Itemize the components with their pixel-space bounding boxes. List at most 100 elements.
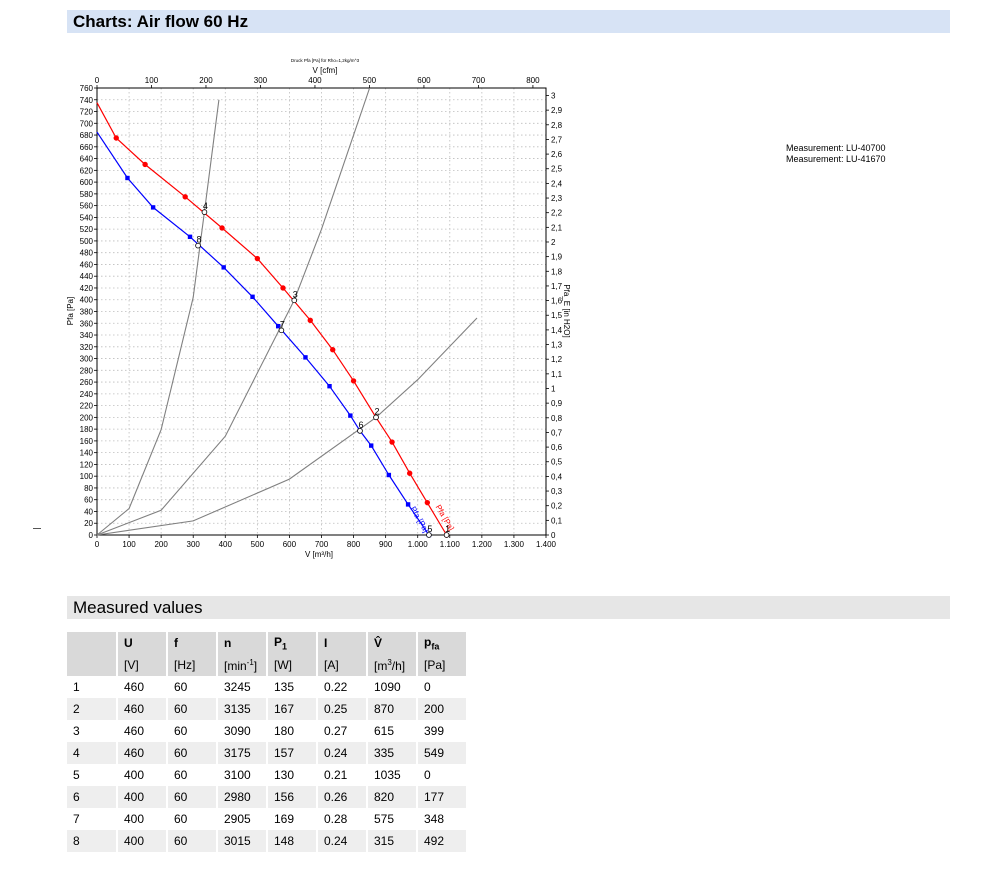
table-cell: 0.28: [317, 808, 368, 830]
series-line-3: [96, 87, 371, 536]
x-tick-label: 800: [347, 540, 361, 549]
y-axis-label: Pfa [Pa]: [66, 297, 75, 325]
table-cell: 2905: [217, 808, 268, 830]
table-cell: 400: [117, 830, 168, 852]
operating-point: [278, 327, 285, 334]
chart-title: Druck Pfa [Pa] für Rho=1,2kg/m^3: [291, 58, 360, 63]
y2-tick-label: 0: [551, 531, 556, 540]
x2-tick-label: 800: [526, 76, 540, 85]
table-cell: 8: [67, 830, 118, 852]
y-tick-label: 60: [84, 496, 93, 505]
table-cell: 1090: [367, 676, 418, 698]
y2-tick-label: 0,1: [551, 516, 563, 525]
y2-tick-label: 0,4: [551, 472, 563, 481]
table-cell: 400: [117, 786, 168, 808]
y-tick-label: 0: [89, 531, 94, 540]
y2-tick-label: 2,4: [551, 179, 563, 188]
y-tick-label: 140: [80, 449, 94, 458]
x-tick-label: 1.400: [536, 540, 557, 549]
series-marker: [405, 502, 411, 507]
table-cell: 575: [367, 808, 418, 830]
table-cell: 0.24: [317, 742, 368, 764]
table-cell: 615: [367, 720, 418, 742]
table-cell: 4: [67, 742, 118, 764]
operating-point-label: 1: [445, 524, 450, 534]
x-tick-label: 900: [379, 540, 393, 549]
y2-tick-label: 1: [551, 384, 556, 393]
y-tick-label: 120: [80, 460, 94, 469]
series-marker: [303, 355, 308, 360]
series-line-4: [96, 317, 478, 536]
y2-tick-label: 1,6: [551, 297, 563, 306]
series-marker: [350, 378, 357, 384]
table-row: 8 400 60 3015 148 0.24 315 492: [67, 830, 468, 852]
table-cell: 0.25: [317, 698, 368, 720]
table-header-cell: pfa: [417, 632, 468, 654]
table-cell: 60: [167, 808, 218, 830]
table-cell: 3090: [217, 720, 268, 742]
table-row: 6 400 60 2980 156 0.26 820 177: [67, 786, 468, 808]
y2-tick-label: 1,1: [551, 370, 563, 379]
table-cell: 0: [417, 676, 468, 698]
table-cell: 130: [267, 764, 318, 786]
x2-tick-label: 400: [308, 76, 322, 85]
x-axis-label: V [m³/h]: [305, 550, 333, 559]
y2-tick-label: 0,8: [551, 414, 563, 423]
x-tick-label: 1.100: [440, 540, 461, 549]
y-tick-label: 740: [80, 96, 94, 105]
table-cell: 6: [67, 786, 118, 808]
series-marker: [386, 472, 392, 478]
table-cell: 460: [117, 676, 168, 698]
y2-tick-label: 1,7: [551, 282, 563, 291]
measurement-note-line-1: Measurement: LU-40700: [786, 143, 886, 153]
table-header-cell: f: [167, 632, 218, 654]
table-cell: 60: [167, 742, 218, 764]
y-tick-label: 460: [80, 260, 94, 269]
table-cell: 60: [167, 830, 218, 852]
table-cell: 0: [417, 764, 468, 786]
table-cell: 60: [167, 786, 218, 808]
table-cell: 60: [167, 676, 218, 698]
table-cell: 1: [67, 676, 118, 698]
y2-tick-label: 0,7: [551, 428, 563, 437]
table-cell: 180: [267, 720, 318, 742]
operating-point-label: 3: [293, 289, 298, 299]
x-tick-label: 700: [315, 540, 329, 549]
table-unit-cell: [min-1]: [217, 654, 268, 676]
series-marker: [369, 443, 374, 448]
x-tick-label: 1.200: [472, 540, 493, 549]
table-cell: 60: [167, 720, 218, 742]
y-tick-label: 240: [80, 390, 94, 399]
table-cell: 5: [67, 764, 118, 786]
x-tick-label: 400: [219, 540, 233, 549]
y2-tick-label: 2,7: [551, 135, 563, 144]
x2-axis-label: V [cfm]: [313, 66, 338, 75]
y2-tick-label: 1,9: [551, 253, 563, 262]
y-tick-label: 720: [80, 108, 94, 117]
series-marker: [424, 499, 431, 506]
table-row: 5 400 60 3100 130 0.21 1035 0: [67, 764, 468, 786]
y-tick-label: 320: [80, 343, 94, 352]
y2-tick-label: 2: [551, 238, 556, 247]
x-tick-label: 100: [122, 540, 136, 549]
table-cell: 3135: [217, 698, 268, 720]
y-tick-label: 480: [80, 249, 94, 258]
y2-tick-label: 2,8: [551, 121, 563, 130]
y2-tick-label: 1,2: [551, 355, 563, 364]
y-tick-label: 420: [80, 284, 94, 293]
y2-tick-label: 2,5: [551, 165, 563, 174]
table-header-cell: U: [117, 632, 168, 654]
table-cell: 870: [367, 698, 418, 720]
operating-point: [426, 532, 432, 538]
table-cell: 0.22: [317, 676, 368, 698]
y-tick-label: 560: [80, 202, 94, 211]
series-marker: [406, 470, 413, 476]
series-marker: [182, 194, 188, 200]
table-cell: 3175: [217, 742, 268, 764]
table-cell: 200: [417, 698, 468, 720]
y-tick-label: 160: [80, 437, 94, 446]
table-row: 1 460 60 3245 135 0.22 1090 0: [67, 676, 468, 698]
table-cell: 135: [267, 676, 318, 698]
measured-values-bar: Measured values: [67, 596, 950, 619]
table-cell: 60: [167, 698, 218, 720]
